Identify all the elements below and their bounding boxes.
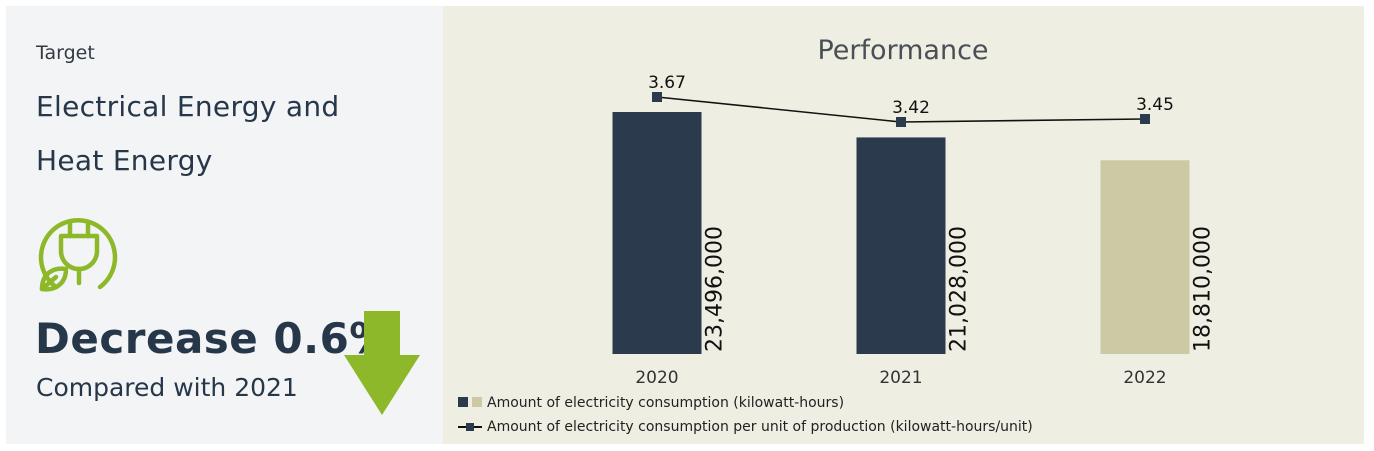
target-panel: Target Electrical Energy and Heat Energy… xyxy=(6,6,443,444)
chart-title: Performance xyxy=(817,35,988,66)
line-value-label-2020: 3.67 xyxy=(648,73,686,93)
legend-swatch-bar-dark xyxy=(458,397,468,407)
line-point-2021 xyxy=(896,117,906,127)
eco-power-plug-icon xyxy=(38,218,118,292)
legend-swatch-bar-light xyxy=(472,397,482,407)
bar-2022 xyxy=(1100,160,1190,354)
comparison-text: Compared with 2021 xyxy=(36,373,298,402)
energy-title-line-2: Heat Energy xyxy=(36,144,213,177)
x-tick-label-2022: 2022 xyxy=(1123,368,1166,388)
down-arrow-icon xyxy=(344,311,420,415)
x-tick-label-2021: 2021 xyxy=(879,368,922,388)
legend-label-consumption: Amount of electricity consumption (kilow… xyxy=(487,395,844,411)
bar-value-label-2022: 18,810,000 xyxy=(1191,226,1216,352)
bar-2021 xyxy=(856,137,946,354)
legend-marker-intensity xyxy=(466,423,474,431)
target-label: Target xyxy=(36,42,95,64)
decrease-result: Decrease 0.6% xyxy=(35,314,392,363)
x-tick-label-2020: 2020 xyxy=(635,368,678,388)
line-point-2022 xyxy=(1140,114,1150,124)
line-value-label-2022: 3.45 xyxy=(1136,95,1174,115)
legend-label-intensity: Amount of electricity consumption per un… xyxy=(487,419,1033,435)
bar-value-label-2021: 21,028,000 xyxy=(947,226,972,352)
bar-value-label-2020: 23,496,000 xyxy=(703,226,728,352)
bar-2020 xyxy=(612,112,702,354)
line-point-2020 xyxy=(652,92,662,102)
energy-title-line-1: Electrical Energy and xyxy=(36,90,340,123)
line-value-label-2021: 3.42 xyxy=(892,98,930,118)
